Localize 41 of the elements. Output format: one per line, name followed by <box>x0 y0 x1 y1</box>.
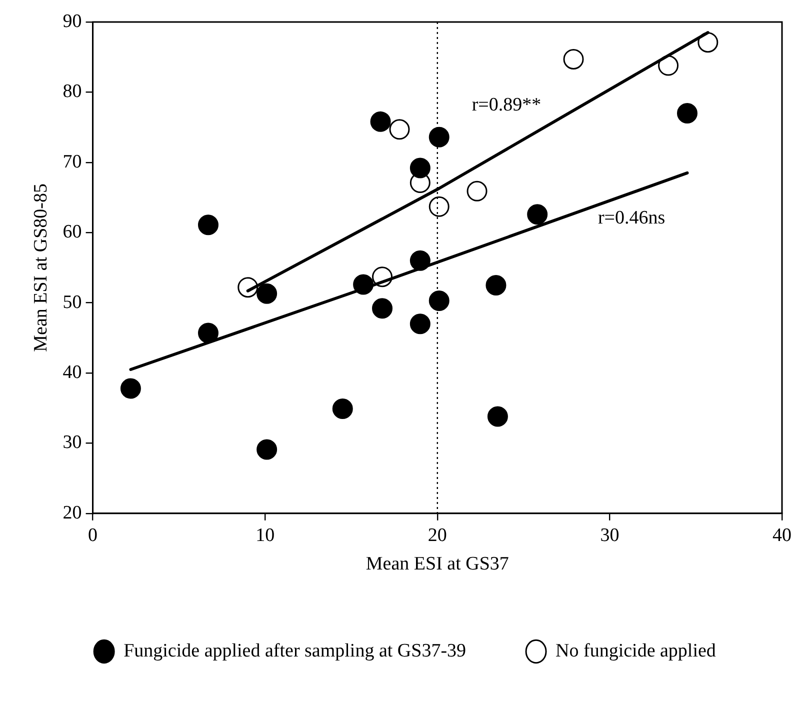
point <box>198 322 218 344</box>
point <box>198 214 218 236</box>
y-tick-label: 20 <box>62 502 82 524</box>
point <box>676 103 698 124</box>
point <box>527 204 548 225</box>
x-tick-label: 40 <box>772 524 792 546</box>
y-tick-label: 30 <box>62 432 82 454</box>
y-tick-label: 60 <box>62 222 82 243</box>
point <box>563 48 584 70</box>
x-tick-label: 30 <box>600 524 620 546</box>
point <box>370 111 391 132</box>
y-tick-label: 80 <box>62 81 82 102</box>
point <box>428 196 450 217</box>
x-axis-title: Mean ESI at GS37 <box>366 554 509 575</box>
point <box>428 126 450 148</box>
x-tick-label: 10 <box>256 524 275 546</box>
point <box>466 180 488 202</box>
point <box>698 32 718 53</box>
annotation: r=0.46ns <box>598 208 666 229</box>
point <box>410 158 430 178</box>
point <box>658 55 679 76</box>
x-tick-label: 20 <box>428 524 447 546</box>
y-axis-title: Mean ESI at GS80-85 <box>30 184 52 352</box>
point <box>372 298 393 319</box>
y-tick-label: 40 <box>62 362 82 383</box>
point <box>332 398 353 420</box>
point <box>389 119 410 140</box>
y-tick-label: 90 <box>62 10 82 32</box>
point <box>120 378 141 399</box>
point <box>487 406 508 427</box>
point <box>256 439 278 460</box>
legend-label: Fungicide applied after sampling at GS37-39 <box>124 640 466 662</box>
y-tick-label: 70 <box>62 151 82 172</box>
annotation: r=0.89** <box>472 94 542 116</box>
x-tick-label: 0 <box>88 524 98 546</box>
point <box>486 275 506 296</box>
y-tick-label: 50 <box>62 292 82 313</box>
point <box>256 283 278 304</box>
point <box>428 290 450 311</box>
legend-label: No fungicide applied <box>556 640 716 662</box>
point <box>410 314 430 334</box>
